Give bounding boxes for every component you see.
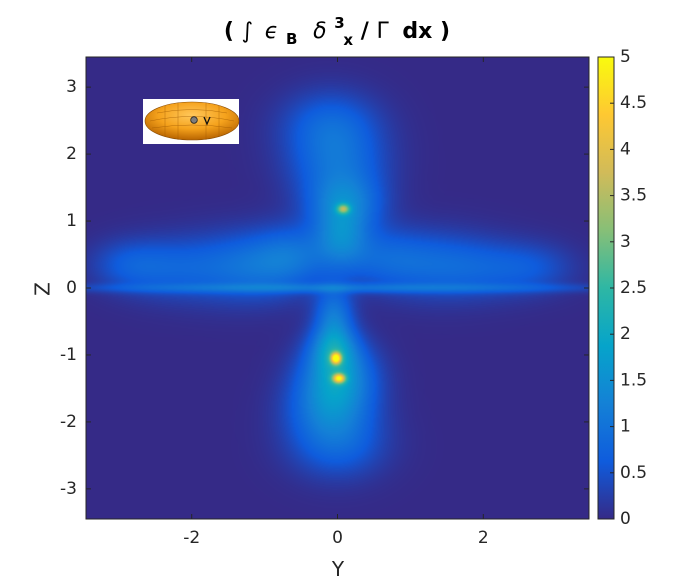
title-slash: /: [361, 19, 370, 44]
y-axis-label: Z: [31, 282, 55, 296]
colorbar-tick-label: 2.5: [620, 278, 647, 298]
title-delta-sup: 3: [334, 14, 344, 32]
x-tick-label: 2: [478, 528, 489, 548]
y-axis-ticks: 3 2 1 0 -1 -2 -3: [60, 77, 589, 499]
x-axis-ticks: -2 0 2: [183, 57, 489, 548]
title-integral: ∫: [242, 19, 253, 44]
arrow-down-icon: [203, 116, 211, 126]
title-close: ): [440, 19, 450, 44]
colorbar-tick-label: 2: [620, 324, 631, 344]
colorbar-tick-label: 0: [620, 509, 631, 529]
colorbar-tick-label: 0.5: [620, 463, 647, 483]
observer-dot-icon: [190, 116, 198, 124]
torus-inset: [143, 99, 240, 144]
x-axis-label: Y: [331, 557, 345, 581]
colorbar-tick-label: 1: [620, 417, 631, 437]
colorbar-tick-label: 4: [620, 139, 631, 159]
title-epsilon-sub: B: [286, 30, 297, 48]
colorbar-tick-label: 1.5: [620, 370, 647, 390]
y-tick-label: -1: [60, 345, 77, 365]
torus-grid-lines: [149, 103, 235, 140]
y-tick-label: -2: [60, 412, 77, 432]
x-tick-label: 0: [332, 528, 343, 548]
y-tick-label: 1: [66, 211, 77, 231]
x-tick-label: -2: [183, 528, 200, 548]
colorbar-tick-label: 3.5: [620, 186, 647, 206]
title-dx: dx: [402, 19, 432, 44]
title-delta-sub: x: [343, 31, 353, 49]
title-delta: δ: [313, 19, 326, 44]
colorbar-tick-label: 5: [620, 47, 631, 67]
colorbar-tick-label: 4.5: [620, 93, 647, 113]
y-tick-label: -3: [60, 479, 77, 499]
y-tick-label: 0: [66, 278, 77, 298]
title-open: (: [224, 19, 234, 44]
y-tick-label: 2: [66, 144, 77, 164]
title-epsilon: ϵ: [265, 19, 279, 44]
chart-title: ( ∫ ϵ B δ 3 x / Γ dx ): [224, 9, 450, 51]
title-gamma: Γ: [376, 19, 389, 44]
y-tick-label: 3: [66, 77, 77, 97]
colorbar-tick-label: 3: [620, 232, 631, 252]
colorbar-ticks: 5 4.5 4 3.5 3 2.5 2 1.5 1 0.5 0: [610, 47, 647, 529]
